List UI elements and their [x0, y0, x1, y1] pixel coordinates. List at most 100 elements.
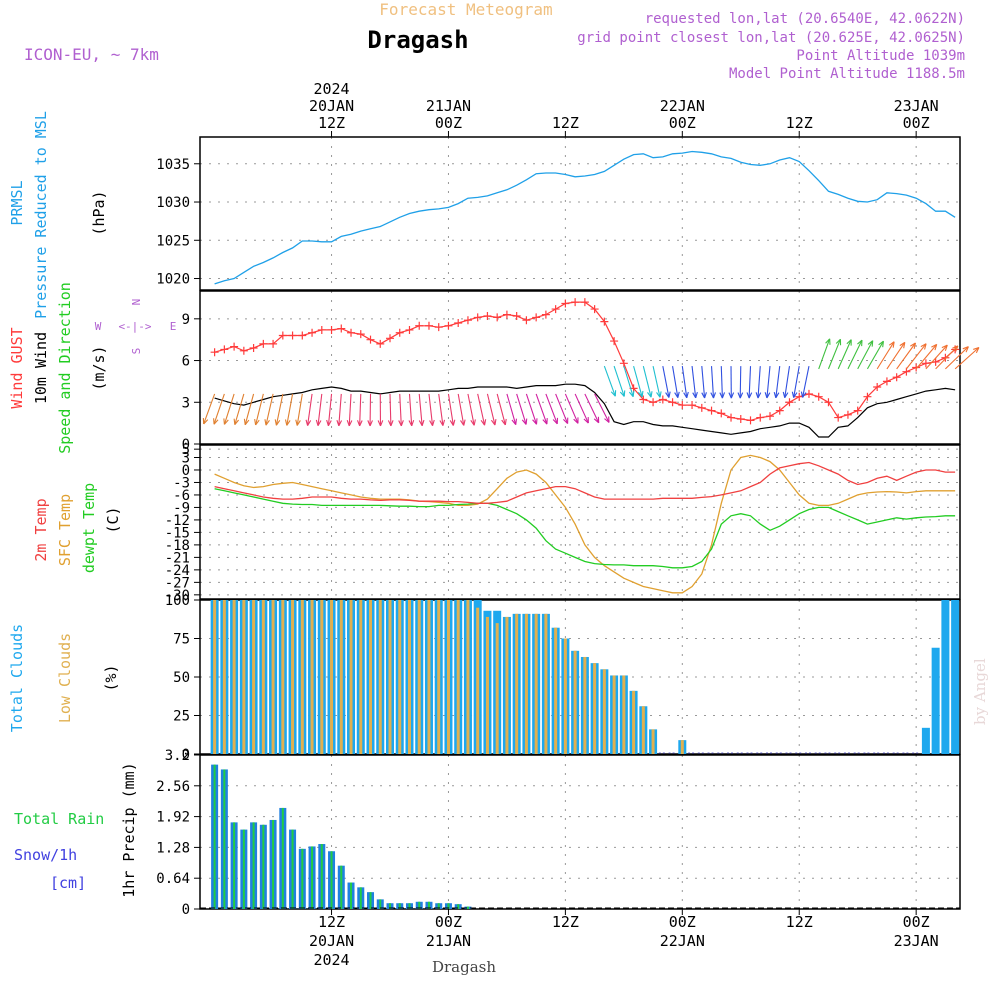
- wind-arrow: [399, 393, 402, 426]
- total-cloud-bar: [931, 647, 940, 754]
- panel-frame: [199, 444, 961, 600]
- gust-marker: [522, 316, 531, 325]
- tick-label: 50: [173, 670, 190, 686]
- wind-arrow: [633, 365, 643, 398]
- wind-arrow-head: [398, 420, 404, 427]
- wind-arrow: [710, 366, 715, 399]
- wind-arrow-head: [511, 418, 518, 426]
- label-prmsl: PRMSL: [8, 180, 26, 225]
- wind-arrow-head: [274, 419, 281, 426]
- precip-bar-inner: [233, 822, 236, 909]
- top-axis-label: 23JAN: [894, 97, 939, 115]
- wind-arrow: [691, 366, 697, 398]
- wind-arrow-head: [223, 418, 229, 425]
- gust-marker: [483, 312, 492, 321]
- compass-arrows: <-|->: [118, 320, 151, 333]
- wind-arrow-head: [910, 342, 917, 349]
- wind-arrow: [265, 393, 274, 426]
- precip-bar-inner: [252, 822, 255, 909]
- wind-arrow-head: [521, 418, 528, 425]
- bottom-axis-label: 2024: [313, 951, 349, 969]
- wind-arrow: [739, 366, 742, 399]
- total-cloud-bar: [921, 727, 930, 754]
- low-cloud-bar: [427, 600, 431, 754]
- wind-arrow: [896, 342, 916, 370]
- wind-arrow-head: [552, 417, 559, 425]
- wind-arrow: [672, 366, 679, 398]
- wind-arrow-head: [439, 419, 446, 426]
- wind-arrow-head: [490, 419, 497, 426]
- precip-bar-inner: [466, 906, 469, 909]
- temp-2m-line: [214, 461, 956, 504]
- gust-marker: [658, 395, 667, 404]
- wind-arrow: [457, 393, 465, 426]
- wind-arrow-head: [888, 341, 895, 348]
- wind-arrow-head: [962, 346, 969, 353]
- tick-label: 0: [182, 902, 190, 918]
- wind-arrow-head: [387, 420, 394, 427]
- wind-arrow-head: [449, 419, 456, 426]
- place-name: Dragash: [367, 26, 468, 54]
- low-cloud-bar: [466, 600, 470, 754]
- wind-arrow: [886, 342, 906, 370]
- low-cloud-bar: [573, 650, 577, 754]
- footer-place: Dragash: [432, 958, 496, 976]
- low-cloud-bar: [398, 600, 402, 754]
- gust-marker: [912, 363, 921, 372]
- gust-marker: [697, 403, 706, 412]
- bottom-axis-label: 20JAN: [309, 932, 354, 950]
- top-axis-label: 00Z: [435, 114, 462, 132]
- low-cloud-bar: [271, 600, 275, 754]
- gust-marker: [366, 335, 375, 344]
- wind-arrow: [594, 393, 610, 423]
- low-cloud-bar: [563, 638, 567, 754]
- bottom-axis-label: 21JAN: [426, 932, 471, 950]
- wind-arrow-head: [857, 339, 863, 347]
- label-low-clouds: Low Clouds: [56, 633, 74, 723]
- precip-bar-inner: [213, 764, 216, 909]
- label-wind-gust: Wind GUST: [8, 327, 26, 408]
- wind-arrow-head: [593, 416, 600, 424]
- top-axis-label: 21JAN: [426, 97, 471, 115]
- wind-arrow-head: [470, 419, 476, 426]
- wind-arrow-head: [683, 391, 689, 399]
- label-total-clouds: Total Clouds: [8, 624, 26, 732]
- wind-arrow: [775, 366, 781, 398]
- gust-marker: [580, 298, 589, 307]
- label-precip-mm: 1hr Precip (mm): [120, 762, 138, 897]
- gust-line: [214, 301, 956, 422]
- label-speed-direction: Speed and Direction: [56, 282, 74, 454]
- wind-arrow-head: [356, 420, 363, 427]
- wind-arrow-head: [637, 390, 644, 398]
- wind-arrow: [564, 393, 579, 424]
- gust-marker: [230, 342, 239, 351]
- wind-arrow-head: [542, 418, 548, 425]
- tick-label: 3.2: [165, 748, 190, 764]
- gust-marker: [824, 398, 833, 407]
- wind-arrow: [837, 339, 852, 370]
- label-2m-temp: 2m Temp: [32, 498, 50, 561]
- panel-frame: [199, 599, 961, 755]
- low-cloud-bar: [261, 600, 265, 754]
- low-cloud-bar: [544, 613, 548, 754]
- gust-marker: [892, 373, 901, 382]
- model-altitude: Model Point Altitude 1188.5m: [729, 66, 965, 82]
- gust-marker: [424, 321, 433, 330]
- low-cloud-bar: [593, 663, 597, 754]
- wind-arrow-head: [899, 341, 906, 349]
- tick-label: 1020: [156, 272, 190, 288]
- tick-label: -6: [173, 488, 190, 504]
- wind-arrow-head: [825, 338, 831, 345]
- wind-arrow: [428, 393, 434, 426]
- wind-arrow-head: [782, 391, 789, 399]
- point-altitude: Point Altitude 1039m: [796, 48, 965, 64]
- wind-arrow: [275, 393, 284, 426]
- gust-marker: [502, 310, 511, 319]
- wind-arrow: [535, 393, 548, 425]
- wind-arrow-head: [710, 392, 717, 399]
- gust-marker: [444, 321, 453, 330]
- panel-frame: [199, 290, 961, 445]
- wind-arrow-head: [501, 418, 507, 426]
- gust-marker: [463, 316, 472, 325]
- wind-arrow: [857, 340, 874, 370]
